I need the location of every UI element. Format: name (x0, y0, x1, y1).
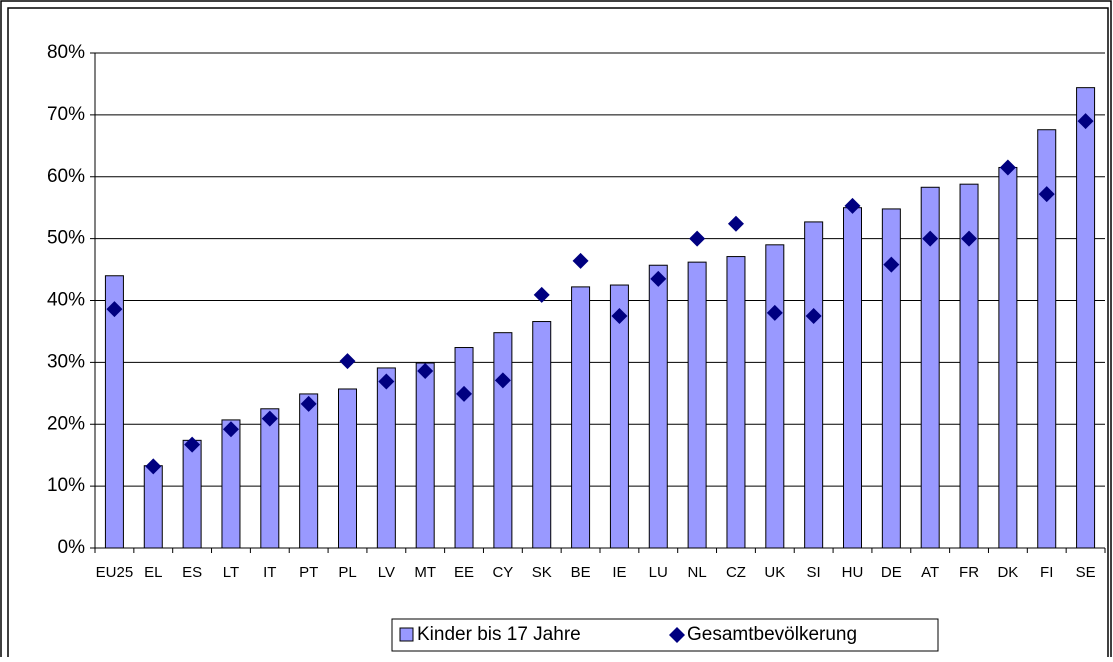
x-tick-label: IE (612, 564, 626, 581)
x-tick-label: NL (688, 564, 707, 581)
bar (454, 347, 474, 549)
marker (222, 421, 239, 438)
y-tick-label: 10% (47, 475, 85, 496)
bar (415, 362, 435, 549)
x-tick-label: AT (921, 564, 939, 581)
marker (727, 215, 744, 232)
marker (572, 252, 589, 269)
x-tick-label: HU (842, 564, 864, 581)
marker (961, 230, 978, 247)
marker (999, 159, 1016, 176)
bar (338, 388, 357, 549)
bar (920, 186, 940, 549)
marker (261, 410, 278, 427)
marker (184, 436, 201, 453)
bar (609, 284, 629, 549)
bar (1037, 129, 1057, 549)
x-tick-label: MT (414, 564, 436, 581)
marker (300, 395, 317, 412)
x-tick-label: SE (1076, 564, 1096, 581)
bar (299, 393, 319, 549)
marker (689, 230, 706, 247)
legend-swatch (669, 627, 685, 643)
bar (648, 264, 668, 549)
marker (417, 363, 434, 380)
legend-label: Gesamtbevölkerung (687, 624, 857, 645)
bar (493, 332, 513, 549)
marker (611, 307, 628, 324)
marker (494, 372, 511, 389)
legend-label: Kinder bis 17 Jahre (417, 624, 581, 645)
bar (260, 408, 280, 549)
x-tick-label: ES (182, 564, 202, 581)
y-tick-label: 80% (47, 42, 85, 63)
y-tick-label: 60% (47, 166, 85, 187)
x-tick-label: DK (997, 564, 1018, 581)
bar (104, 275, 124, 549)
marker (145, 458, 162, 475)
marker (339, 353, 356, 370)
bar (571, 286, 591, 549)
x-tick-label: LV (378, 564, 395, 581)
bar (1076, 87, 1096, 549)
x-tick-label: LT (223, 564, 239, 581)
x-tick-label: SI (807, 564, 821, 581)
marker (1038, 186, 1055, 203)
x-tick-label: LU (649, 564, 668, 581)
marker (922, 230, 939, 247)
bar (998, 166, 1018, 549)
x-tick-label: CZ (726, 564, 746, 581)
marker (456, 385, 473, 402)
x-tick-label: FI (1040, 564, 1053, 581)
legend-swatch (399, 627, 414, 642)
y-tick-label: 30% (47, 351, 85, 372)
y-tick-label: 20% (47, 413, 85, 434)
bar (843, 207, 862, 549)
x-tick-label: UK (764, 564, 785, 581)
x-tick-label: PT (299, 564, 318, 581)
bar (532, 321, 552, 549)
marker (650, 270, 667, 287)
bar (804, 221, 824, 549)
chart-frame (7, 7, 1109, 662)
bar (687, 261, 707, 549)
bar (726, 256, 746, 549)
x-tick-label: FR (959, 564, 979, 581)
y-tick-label: 70% (47, 104, 85, 125)
marker (766, 304, 783, 321)
x-tick-label: IT (263, 564, 276, 581)
bar (881, 208, 901, 549)
y-tick-label: 0% (58, 537, 86, 558)
x-tick-label: SK (532, 564, 552, 581)
bar (765, 244, 785, 549)
bar (182, 439, 202, 549)
legend-box (391, 618, 939, 652)
x-tick-label: EU25 (96, 564, 134, 581)
marker (106, 301, 123, 318)
bar (221, 419, 241, 549)
x-tick-label: EE (454, 564, 474, 581)
bar (959, 183, 979, 549)
x-tick-label: CY (492, 564, 513, 581)
x-tick-label: DE (881, 564, 902, 581)
x-tick-label: BE (571, 564, 591, 581)
marker (805, 307, 822, 324)
y-tick-label: 50% (47, 228, 85, 249)
marker (883, 256, 900, 273)
marker (1077, 113, 1094, 130)
bar (143, 465, 163, 549)
marker (844, 197, 861, 214)
marker (378, 373, 395, 390)
x-tick-label: PL (338, 564, 356, 581)
x-tick-label: EL (144, 564, 162, 581)
marker (533, 286, 550, 303)
bar (376, 367, 396, 549)
y-tick-label: 40% (47, 290, 85, 311)
